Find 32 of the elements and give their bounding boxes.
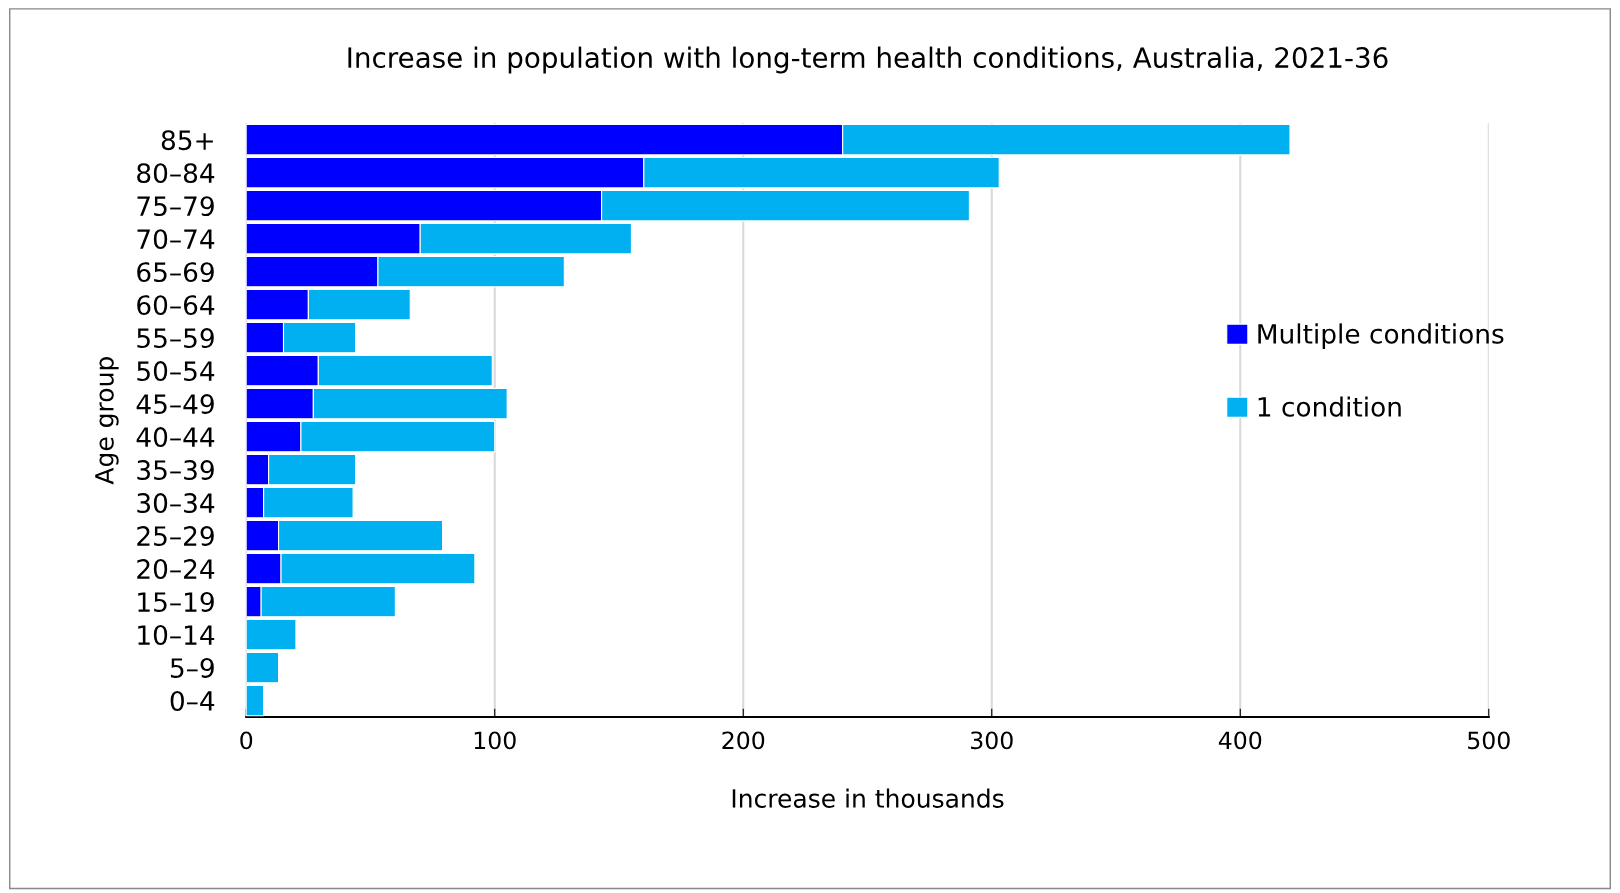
y-tick-label: 15–19 (138, 592, 214, 613)
y-tick-label: 0–4 (170, 691, 215, 711)
y-tick-label: 65–69 (137, 262, 214, 283)
y-tick-label: 20–24 (137, 559, 215, 580)
legend-label: 1 condition (1258, 396, 1401, 417)
y-tick-label: 45–49 (136, 394, 214, 415)
x-tick-label: 100 (474, 731, 516, 750)
y-tick-label: 60–64 (137, 295, 215, 316)
y-tick-label: 40–44 (136, 427, 215, 448)
x-tick-label: 500 (1468, 731, 1510, 750)
x-tick-label: 0 (240, 731, 253, 750)
y-axis-title: Age group (95, 357, 119, 485)
x-tick-label: 300 (971, 731, 1013, 750)
y-tick-label: 80–84 (137, 163, 215, 184)
x-tick-label: 400 (1218, 731, 1262, 750)
y-tick-label: 30–34 (137, 493, 215, 514)
y-tick-label: 70–74 (137, 229, 215, 250)
y-tick-label: 55–59 (137, 328, 214, 349)
x-axis-title: Increase in thousands (732, 788, 1004, 808)
x-tick-label: 200 (722, 731, 765, 750)
bar (246, 618, 297, 651)
bar (246, 651, 280, 684)
y-tick-label: 35–39 (137, 460, 214, 481)
chart-title: Increase in population with long-term health conditions, Australia, 2021-36 (348, 46, 1388, 74)
y-tick-label: 75–79 (137, 196, 214, 217)
y-tick-label: 10–14 (138, 625, 215, 645)
bar (246, 684, 265, 717)
y-tick-label: 85+ (161, 130, 213, 151)
y-tick-label: 25–29 (137, 526, 214, 547)
y-tick-label: 50–54 (137, 361, 215, 382)
y-tick-label: 5–9 (170, 658, 214, 678)
legend-label: Multiple conditions (1258, 323, 1504, 349)
